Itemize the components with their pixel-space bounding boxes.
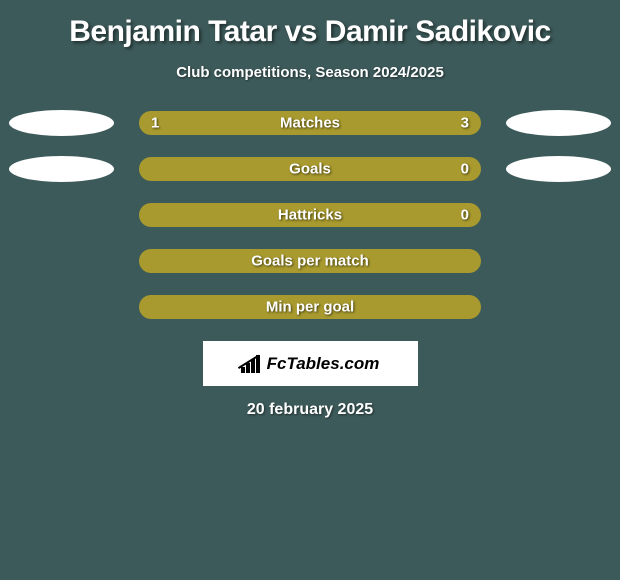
stat-value-right: 3: [461, 115, 469, 132]
stat-value-right: 0: [461, 161, 469, 178]
stat-row: Min per goal: [0, 295, 620, 319]
left-ellipse: [9, 156, 114, 182]
comparison-container: Benjamin Tatar vs Damir Sadikovic Club c…: [0, 0, 620, 429]
stat-label: Hattricks: [139, 207, 481, 224]
stat-value-right: 0: [461, 207, 469, 224]
stat-bar: Goals per match: [139, 249, 481, 273]
stat-row: Hattricks0: [0, 203, 620, 227]
stat-label: Matches: [139, 115, 481, 132]
stat-label: Goals: [139, 161, 481, 178]
left-ellipse: [9, 110, 114, 136]
stat-bar: Min per goal: [139, 295, 481, 319]
date-label: 20 february 2025: [0, 401, 620, 419]
logo-text: FcTables.com: [267, 354, 380, 374]
stat-label: Min per goal: [139, 299, 481, 316]
stat-row: Goals per match: [0, 249, 620, 273]
stat-bar: Hattricks0: [139, 203, 481, 227]
stat-bar: Matches1 3: [139, 111, 481, 135]
right-ellipse: [506, 110, 611, 136]
page-subtitle: Club competitions, Season 2024/2025: [0, 64, 620, 81]
stat-row: Goals0: [0, 157, 620, 181]
stat-value-left: 1: [151, 115, 159, 132]
stat-bar: Goals0: [139, 157, 481, 181]
right-ellipse: [506, 156, 611, 182]
stat-label: Goals per match: [139, 253, 481, 270]
stat-row: Matches1 3: [0, 111, 620, 135]
logo-chart-icon: [241, 355, 263, 373]
stat-rows: Matches13Goals0Hattricks0Goals per match…: [0, 111, 620, 319]
page-title: Benjamin Tatar vs Damir Sadikovic: [0, 15, 620, 49]
logo-box: FcTables.com: [203, 341, 418, 386]
